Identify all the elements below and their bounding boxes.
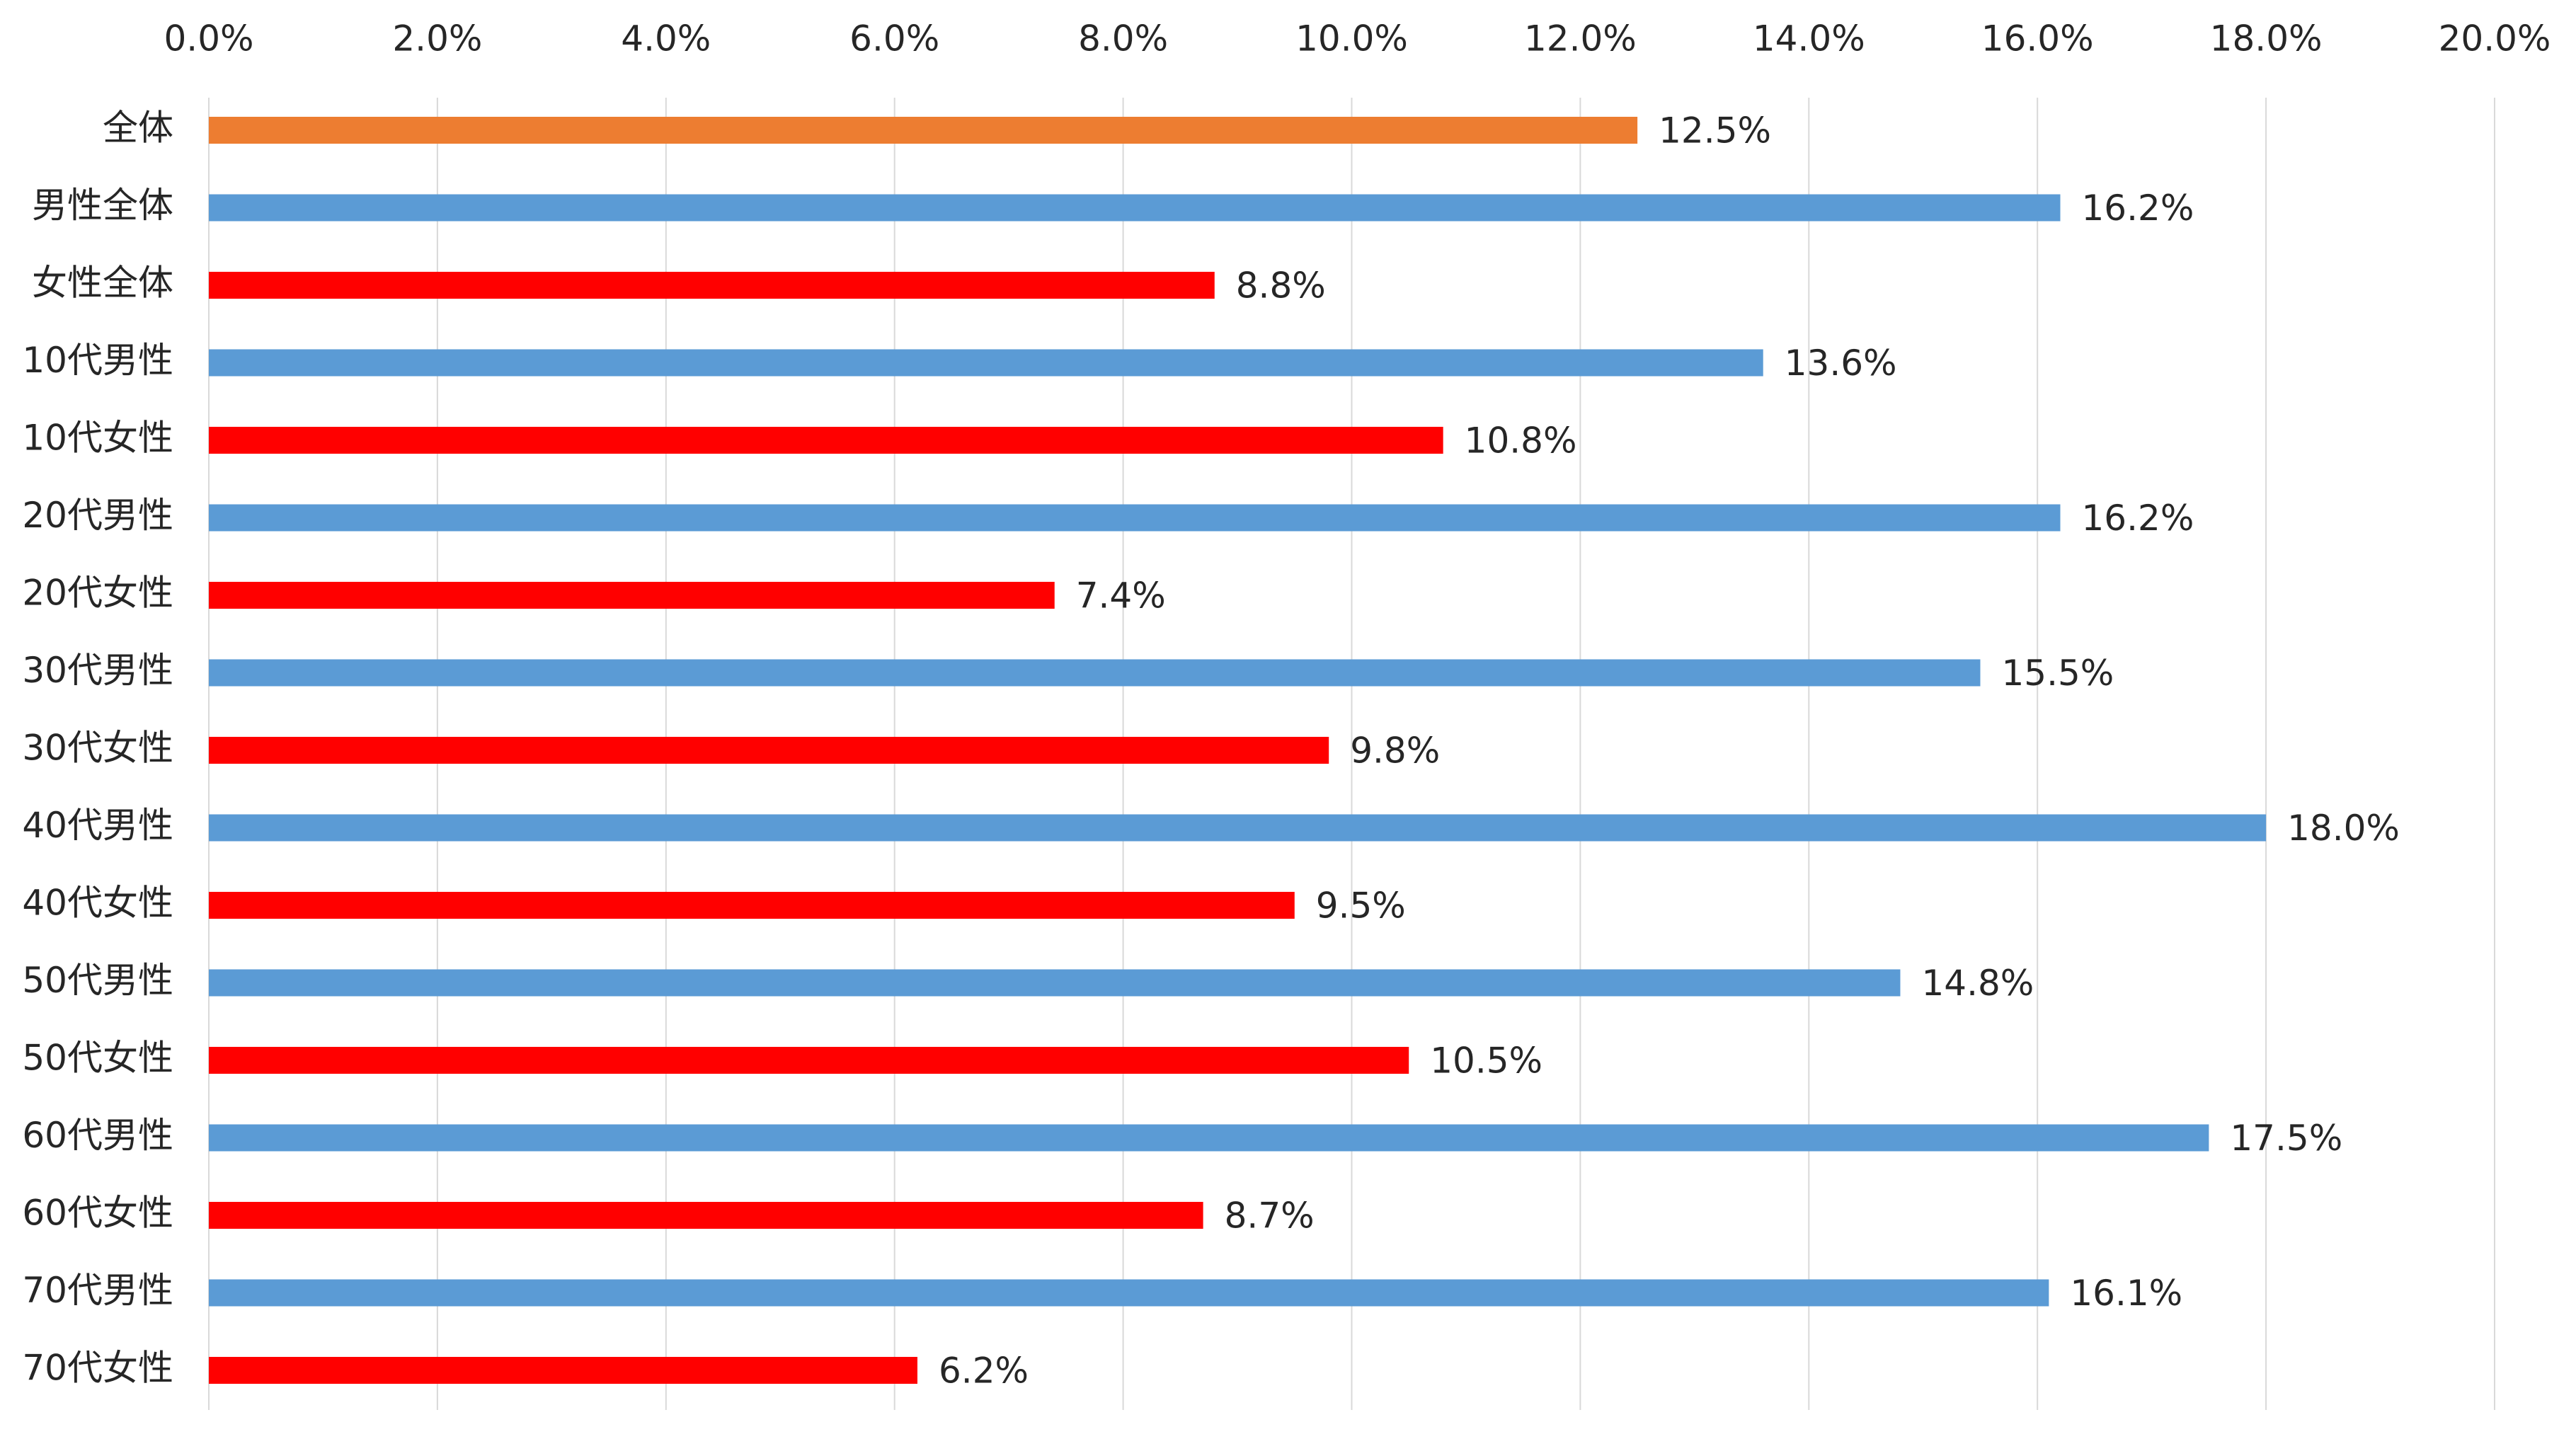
category-label: 40代女性 xyxy=(22,883,173,924)
data-label: 9.8% xyxy=(1350,730,1440,772)
category-label: 40代男性 xyxy=(22,805,173,846)
x-tick-label: 14.0% xyxy=(1753,18,1865,59)
data-label: 8.8% xyxy=(1236,265,1326,306)
category-label: 30代男性 xyxy=(22,650,173,691)
bar xyxy=(209,117,1638,144)
bar xyxy=(209,427,1443,454)
category-label: 50代女性 xyxy=(22,1038,173,1079)
data-label: 7.4% xyxy=(1076,575,1166,617)
data-label: 14.8% xyxy=(1921,963,2034,1004)
bar xyxy=(209,504,2061,532)
bar xyxy=(209,1202,1203,1229)
bar xyxy=(209,1047,1409,1074)
x-tick-label: 4.0% xyxy=(621,18,711,59)
category-label: 20代男性 xyxy=(22,495,173,536)
bar xyxy=(209,349,1763,377)
category-label: 70代女性 xyxy=(22,1348,173,1389)
x-tick-label: 20.0% xyxy=(2439,18,2551,59)
data-label: 10.8% xyxy=(1465,420,1577,461)
category-label: 10代男性 xyxy=(22,340,173,381)
data-label: 16.1% xyxy=(2070,1273,2182,1314)
category-label: 50代男性 xyxy=(22,960,173,1001)
bar xyxy=(209,814,2267,842)
bars xyxy=(209,117,2267,1384)
x-tick-label: 10.0% xyxy=(1295,18,1408,59)
x-tick-label: 8.0% xyxy=(1078,18,1168,59)
data-label: 18.0% xyxy=(2287,808,2400,849)
bar xyxy=(209,892,1295,919)
bar xyxy=(209,659,1981,687)
value-labels: 12.5% 16.2% 8.8% 13.6% 10.8% 16.2% 7.4% 15.5% 9.… xyxy=(939,110,2400,1392)
data-label: 13.6% xyxy=(1785,343,1897,384)
data-label: 8.7% xyxy=(1225,1196,1315,1237)
bar xyxy=(209,582,1055,609)
x-tick-label: 0.0% xyxy=(164,18,253,59)
category-label: 60代男性 xyxy=(22,1115,173,1156)
x-tick-label: 12.0% xyxy=(1524,18,1637,59)
data-label: 17.5% xyxy=(2230,1118,2342,1159)
bar xyxy=(209,272,1215,299)
category-label: 60代女性 xyxy=(22,1193,173,1234)
x-tick-label: 2.0% xyxy=(392,18,482,59)
x-tick-label: 16.0% xyxy=(1981,18,2094,59)
x-tick-label: 6.0% xyxy=(849,18,939,59)
bar xyxy=(209,1279,2049,1307)
bar xyxy=(209,1124,2209,1152)
category-label: 女性全体 xyxy=(32,263,173,304)
category-label: 30代女性 xyxy=(22,728,173,769)
category-label: 全体 xyxy=(103,108,173,149)
category-label: 20代女性 xyxy=(22,573,173,614)
data-label: 16.2% xyxy=(2081,188,2194,229)
data-label: 6.2% xyxy=(939,1351,1029,1392)
data-label: 10.5% xyxy=(1430,1040,1542,1082)
category-label: 70代男性 xyxy=(22,1270,173,1311)
bar xyxy=(209,969,1901,997)
category-label: 10代女性 xyxy=(22,418,173,459)
data-label: 15.5% xyxy=(2001,653,2114,694)
bar xyxy=(209,737,1329,764)
data-label: 9.5% xyxy=(1316,885,1406,927)
x-tick-label: 18.0% xyxy=(2210,18,2323,59)
data-label: 12.5% xyxy=(1659,110,1771,151)
data-label: 16.2% xyxy=(2081,498,2194,539)
category-label: 男性全体 xyxy=(32,185,173,226)
bar xyxy=(209,194,2061,222)
x-axis-ticks: 0.0% 2.0% 4.0% 6.0% 8.0% 10.0% 12.0% 14.0% 16.0%… xyxy=(164,18,2551,59)
bar xyxy=(209,1357,917,1384)
